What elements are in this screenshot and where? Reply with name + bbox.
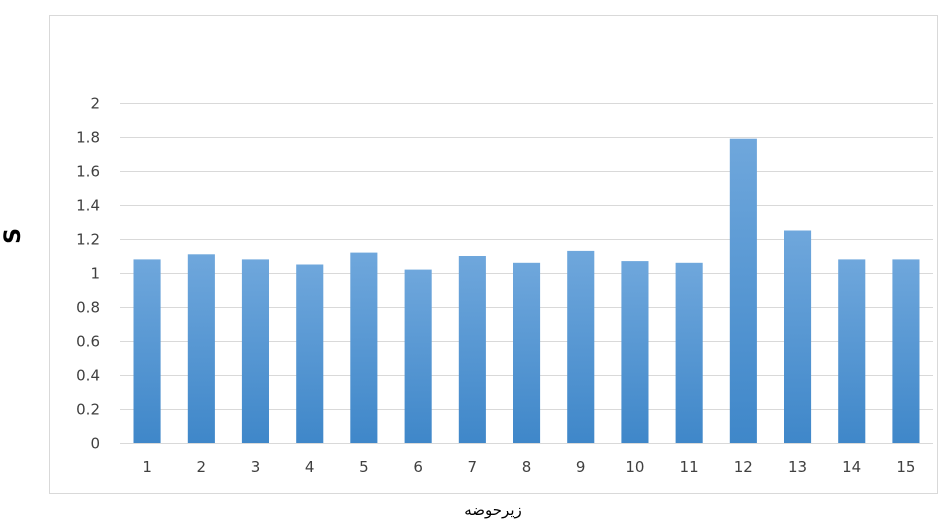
bar (187, 254, 215, 443)
x-tick-label: 10 (625, 458, 644, 476)
bar (729, 138, 757, 443)
bar (404, 269, 432, 443)
x-axis-title: زیرحوضه (464, 501, 522, 519)
y-tick-label: 0.2 (76, 401, 100, 419)
bar (675, 262, 703, 443)
y-axis-title: S (1, 228, 26, 244)
x-tick-label: 15 (896, 458, 915, 476)
x-tick-label: 12 (734, 458, 753, 476)
y-tick-label: 1 (90, 265, 100, 283)
bar (513, 262, 541, 443)
x-tick-label: 1 (142, 458, 152, 476)
bar (838, 259, 866, 443)
y-tick-label: 0.8 (76, 299, 100, 317)
x-tick-label: 4 (305, 458, 315, 476)
x-tick-label: 2 (197, 458, 207, 476)
x-tick-label: 5 (359, 458, 369, 476)
y-tick-label: 0.4 (76, 367, 100, 385)
y-tick-label: 1.2 (76, 231, 100, 249)
bar (458, 256, 486, 443)
bars (133, 138, 920, 443)
bar (133, 259, 161, 443)
y-tick-label: 1.6 (76, 163, 100, 181)
x-tick-label: 6 (413, 458, 423, 476)
x-tick-label: 9 (576, 458, 586, 476)
y-tick-label: 0 (90, 435, 100, 453)
y-tick-label: 0.6 (76, 333, 100, 351)
bar (241, 259, 269, 443)
y-tick-label: 1.4 (76, 197, 100, 215)
x-tick-label: 8 (522, 458, 532, 476)
y-tick-label: 2 (90, 95, 100, 113)
x-axis-tick-labels: 1 2 3 4 5 6 7 8 9 10 11 12 13 14 15 (142, 458, 915, 476)
bar (296, 264, 324, 443)
bar (350, 252, 378, 443)
x-tick-label: 3 (251, 458, 261, 476)
bar (892, 259, 920, 443)
bar (784, 230, 812, 443)
bar (621, 261, 649, 443)
x-tick-label: 13 (788, 458, 807, 476)
x-tick-label: 14 (842, 458, 861, 476)
y-tick-label: 1.8 (76, 129, 100, 147)
x-tick-label: 7 (468, 458, 478, 476)
y-axis-tick-labels: 0 0.2 0.4 0.6 0.8 1 1.2 1.4 1.6 1.8 2 (76, 95, 100, 453)
bar (567, 250, 595, 443)
x-tick-label: 11 (680, 458, 699, 476)
